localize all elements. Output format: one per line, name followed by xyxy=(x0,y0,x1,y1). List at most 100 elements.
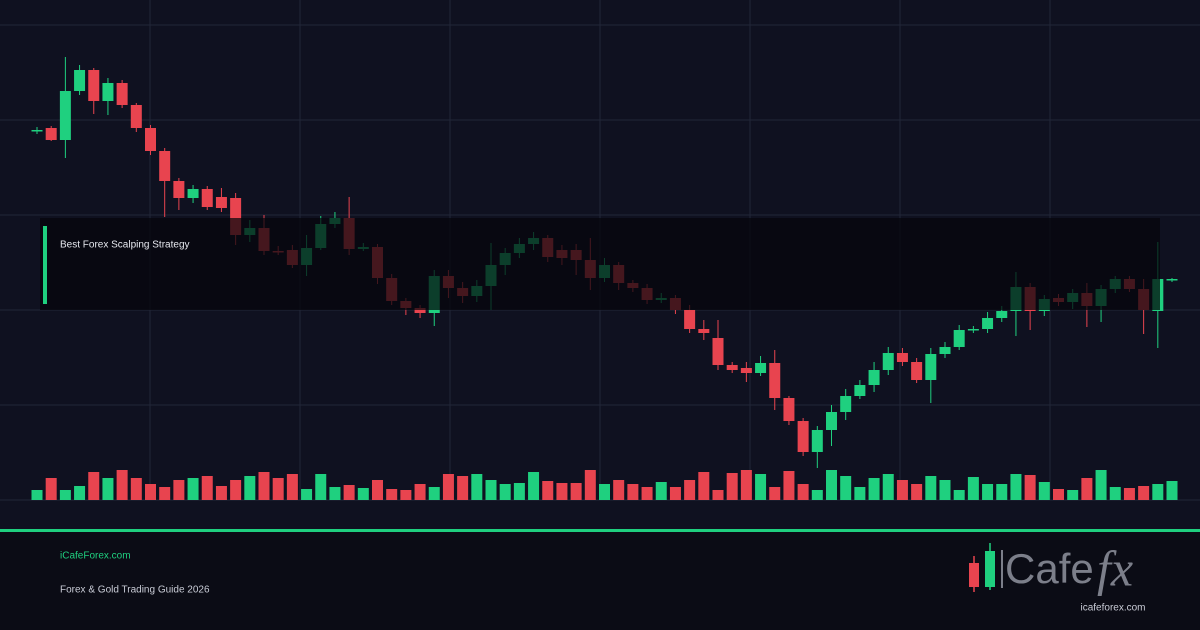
footer-subtitle: Forex & Gold Trading Guide 2026 xyxy=(60,585,210,596)
candle-body xyxy=(698,329,710,333)
volume-bar xyxy=(698,472,710,500)
volume-bar xyxy=(925,476,937,500)
volume-bar xyxy=(357,488,369,500)
candle-body xyxy=(230,198,242,235)
volume-bar xyxy=(953,490,965,500)
volume-bar xyxy=(343,485,355,500)
volume-bar xyxy=(570,483,582,500)
volume-bar xyxy=(769,487,781,500)
candle-body xyxy=(173,181,185,198)
candle-body xyxy=(854,385,866,396)
volume-bar xyxy=(740,470,752,500)
candle-body xyxy=(201,189,213,207)
volume-bar xyxy=(230,480,242,500)
candle-body xyxy=(130,105,142,128)
candle-body xyxy=(159,151,171,181)
volume-bar xyxy=(386,489,398,500)
volume-bar xyxy=(215,486,227,500)
candle-body xyxy=(712,338,724,365)
volume-bar xyxy=(726,473,738,500)
candle-body xyxy=(45,128,57,140)
candle-body xyxy=(896,353,908,362)
volume-bar xyxy=(258,472,270,500)
volume-bar xyxy=(471,474,483,500)
volume-bar xyxy=(712,490,724,500)
candle-body xyxy=(116,83,128,105)
volume-bar xyxy=(400,490,412,500)
candle-body xyxy=(59,91,71,140)
volume-bar xyxy=(1095,470,1107,500)
volume-bar xyxy=(329,487,341,500)
candle-body xyxy=(996,311,1008,318)
logo-candle xyxy=(969,563,979,587)
volume-bar xyxy=(414,484,426,500)
logo-url: icafeforex.com xyxy=(1080,603,1145,614)
volume-bar xyxy=(1010,474,1022,500)
volume-bar xyxy=(272,478,284,500)
candle-body xyxy=(783,398,795,421)
volume-bar xyxy=(996,484,1008,500)
volume-bar xyxy=(301,489,313,500)
candle-body xyxy=(31,130,43,132)
volume-bar xyxy=(201,476,213,500)
volume-bar xyxy=(641,487,653,500)
volume-bar xyxy=(485,480,497,500)
volume-bar xyxy=(613,480,625,500)
candle-body xyxy=(925,354,937,380)
footer-site: iCafeForex.com xyxy=(60,551,131,562)
volume-bar xyxy=(783,471,795,500)
annotation: Best Forex Scalping Strategy xyxy=(60,240,190,251)
volume-bar xyxy=(627,484,639,500)
volume-bar xyxy=(372,480,383,500)
volume-bar xyxy=(826,470,837,500)
volume-bar xyxy=(187,478,199,500)
volume-bar xyxy=(811,490,823,500)
volume-bar xyxy=(1109,487,1121,500)
volume-bar xyxy=(840,476,852,500)
candle-body xyxy=(811,430,823,452)
volume-bar xyxy=(145,484,156,500)
logo-accent: fx xyxy=(1097,540,1133,596)
volume-bar xyxy=(1038,482,1050,500)
candle-body xyxy=(769,363,781,398)
candle-body xyxy=(939,347,951,354)
volume-bar xyxy=(286,474,298,500)
volume-bar xyxy=(244,476,256,500)
volume-bar xyxy=(1053,489,1064,500)
volume-bar xyxy=(599,484,610,500)
volume-bar xyxy=(442,474,454,500)
volume-bar xyxy=(1081,478,1093,500)
candle-body xyxy=(88,70,100,101)
candle-body xyxy=(684,310,696,329)
volume-bar xyxy=(159,487,171,500)
volume-bar xyxy=(669,487,681,500)
logo-icon xyxy=(969,543,1003,592)
candle-body xyxy=(726,365,738,370)
candle-body xyxy=(797,421,809,452)
volume-bar xyxy=(499,484,511,500)
volume-bar xyxy=(116,470,128,500)
volume-bar xyxy=(882,474,894,500)
candle-body xyxy=(840,396,852,412)
volume-bar xyxy=(655,482,667,500)
logo-main: Cafe xyxy=(1005,545,1094,592)
annotation-box xyxy=(40,218,1160,310)
volume-bar xyxy=(528,472,540,500)
volume-bar xyxy=(967,477,979,500)
candle-body xyxy=(215,197,227,208)
candle-body xyxy=(967,329,979,331)
volume-bar xyxy=(1067,490,1079,500)
candle-body xyxy=(414,308,426,313)
volume-bar xyxy=(457,476,469,500)
volume-bar xyxy=(102,478,114,500)
candle-body xyxy=(826,412,837,430)
logo-candle xyxy=(985,551,995,587)
candle-body xyxy=(882,353,894,370)
volume-bar xyxy=(542,481,554,500)
volume-bar xyxy=(1138,486,1150,500)
candle-body xyxy=(74,70,86,91)
candle-body xyxy=(868,370,880,385)
candle-body xyxy=(187,189,199,198)
candle-body xyxy=(953,330,965,347)
